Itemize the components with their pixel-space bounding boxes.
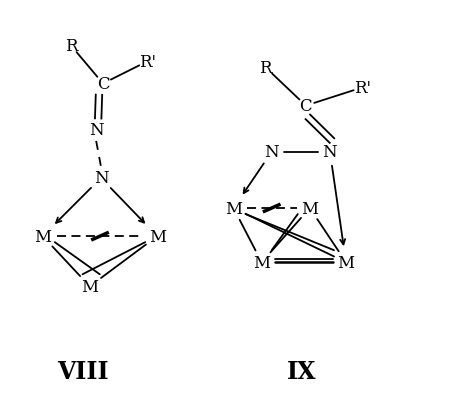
Text: M: M [253,254,270,271]
Text: M: M [301,200,318,217]
Text: R: R [64,38,77,55]
Text: N: N [264,144,279,161]
Text: M: M [149,228,166,245]
Text: VIII: VIII [57,359,109,383]
Text: C: C [97,76,109,93]
Text: M: M [225,200,242,217]
Text: N: N [94,170,108,187]
Text: R': R' [138,54,156,71]
Text: N: N [322,144,337,161]
Text: M: M [81,278,98,295]
Text: IX: IX [287,359,317,383]
Text: M: M [34,228,51,245]
Text: R: R [259,60,272,77]
Text: N: N [89,122,103,139]
Text: R': R' [354,80,371,97]
Text: M: M [337,254,354,271]
Text: C: C [299,98,312,115]
